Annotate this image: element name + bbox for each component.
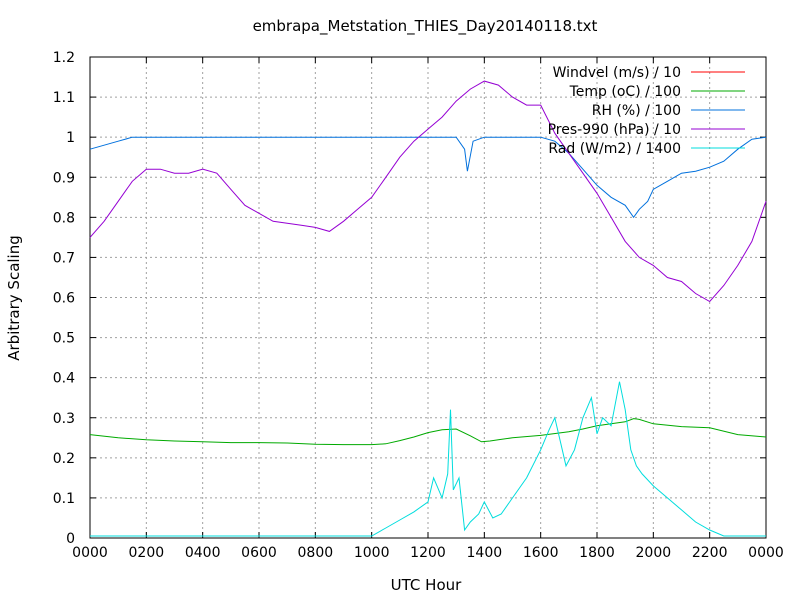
y-tick-label: 0.7 xyxy=(53,250,75,266)
series-3-line xyxy=(89,80,767,303)
x-tick-label: 2000 xyxy=(636,545,672,561)
x-tick-label: 0600 xyxy=(241,545,277,561)
y-tick-label: 1.1 xyxy=(53,90,75,106)
series-1-line xyxy=(89,418,767,446)
y-tick-label: 1.2 xyxy=(53,50,75,66)
legend-label: Rad (W/m2) / 1400 xyxy=(548,141,681,157)
x-tick-label: 0400 xyxy=(185,545,221,561)
x-tick-label: 1000 xyxy=(354,545,390,561)
x-tick-label: 0200 xyxy=(129,545,165,561)
legend-label: RH (%) / 100 xyxy=(592,103,681,119)
x-tick-label: 1400 xyxy=(467,545,503,561)
x-tick-label: 1800 xyxy=(579,545,615,561)
y-tick-label: 0.4 xyxy=(53,371,75,387)
legend-label: Temp (oC) / 100 xyxy=(569,84,681,100)
x-tick-label: 1600 xyxy=(523,545,559,561)
legend-label: Windvel (m/s) / 10 xyxy=(553,65,681,81)
y-tick-label: 0.3 xyxy=(53,411,75,427)
y-axis-label: Arbitrary Scaling xyxy=(5,235,23,361)
series-4-line xyxy=(90,381,766,537)
legend: Windvel (m/s) / 10 Temp (oC) / 100 RH (%) … xyxy=(548,65,745,157)
y-tick-label: 0 xyxy=(66,531,75,547)
x-tick-label: 0800 xyxy=(298,545,334,561)
series-group xyxy=(89,80,767,537)
x-tick-label: 0000 xyxy=(72,545,108,561)
series-2-line xyxy=(89,136,767,219)
chart-title: embrapa_Metstation_THIES_Day20140118.txt xyxy=(253,17,598,36)
y-tick-label: 0.2 xyxy=(53,451,75,467)
y-tick-label: 0.8 xyxy=(53,210,75,226)
y-tick-label: 0.9 xyxy=(53,170,75,186)
x-tick-label: 1200 xyxy=(410,545,446,561)
y-tick-label: 0.1 xyxy=(53,491,75,507)
axis-ticks: 0000 0200 0400 0600 0800 1000 1200 1400 1600 1800… xyxy=(53,50,784,561)
y-tick-label: 0.6 xyxy=(53,291,75,307)
y-tick-label: 0.5 xyxy=(53,331,75,347)
y-tick-label: 1 xyxy=(66,130,75,146)
x-tick-label: 0000 xyxy=(748,545,784,561)
x-axis-label: UTC Hour xyxy=(391,576,462,594)
x-tick-label: 2200 xyxy=(692,545,728,561)
legend-label: Pres-990 (hPa) / 10 xyxy=(548,122,681,138)
